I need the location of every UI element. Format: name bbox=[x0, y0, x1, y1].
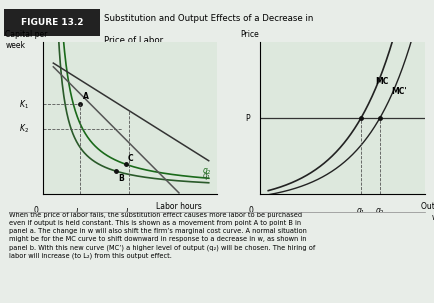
Text: Price: Price bbox=[240, 30, 260, 39]
Text: $q_2$: $q_2$ bbox=[375, 206, 385, 217]
Text: $L_1$: $L_1$ bbox=[75, 207, 84, 219]
Text: $q_2$: $q_2$ bbox=[202, 166, 212, 177]
Text: Substitution and Output Effects of a Decrease in: Substitution and Output Effects of a Dec… bbox=[104, 14, 313, 23]
Text: $q_1$: $q_1$ bbox=[202, 171, 212, 182]
Text: P: P bbox=[245, 114, 250, 123]
Text: (a) Input choice: (a) Input choice bbox=[97, 226, 163, 235]
Text: MC: MC bbox=[375, 77, 388, 86]
Text: FIGURE 13.2: FIGURE 13.2 bbox=[21, 18, 83, 27]
Text: Labor hours
per week: Labor hours per week bbox=[156, 201, 202, 222]
Text: (b) Output decision: (b) Output decision bbox=[302, 226, 383, 235]
Text: B: B bbox=[118, 174, 124, 183]
Text: Price of Labor: Price of Labor bbox=[104, 35, 163, 45]
Text: When the price of labor falls, the substitution effect causes more labor to be p: When the price of labor falls, the subst… bbox=[9, 212, 315, 259]
Text: 0: 0 bbox=[33, 206, 38, 215]
Text: $K_2$: $K_2$ bbox=[19, 123, 29, 135]
Text: A: A bbox=[83, 92, 89, 101]
Text: 0: 0 bbox=[249, 206, 254, 215]
Text: $q_1$: $q_1$ bbox=[356, 206, 366, 217]
Text: $K_1$: $K_1$ bbox=[19, 98, 29, 111]
Text: MC': MC' bbox=[391, 87, 407, 96]
Text: $L_2$: $L_2$ bbox=[125, 207, 134, 219]
Text: Output per
week: Output per week bbox=[421, 201, 434, 222]
Text: C: C bbox=[128, 154, 133, 163]
Text: Capital per
week: Capital per week bbox=[5, 30, 48, 50]
